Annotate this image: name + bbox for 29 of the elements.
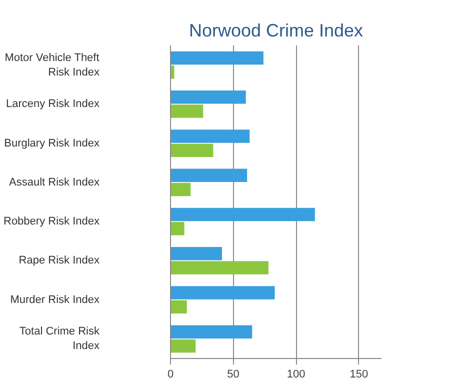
y-tick-label: Robbery Risk Index: [4, 216, 100, 228]
bar: [170, 65, 174, 79]
x-tick-label: 50: [227, 368, 240, 380]
y-tick-label: Motor Vehicle Theft Risk Index: [4, 52, 100, 78]
x-tick-label: 100: [286, 368, 306, 380]
bar: [170, 51, 264, 65]
bar: [170, 339, 196, 353]
bar: [170, 246, 222, 260]
y-tick-label: Assault Risk Index: [9, 176, 100, 188]
bar: [170, 182, 191, 196]
bar: [170, 130, 250, 143]
chart-title: Norwood Crime Index: [188, 20, 364, 40]
y-tick-label: Total Crime Risk Index: [19, 326, 100, 352]
x-tick-label: 0: [167, 368, 174, 380]
bar: [170, 144, 214, 158]
bar: [170, 168, 248, 182]
bar: [170, 90, 246, 104]
y-tick-label: Murder Risk Index: [10, 294, 100, 306]
bar: [170, 208, 315, 222]
bar: [170, 325, 252, 339]
y-tick-label: Burglary Risk Index: [4, 137, 100, 150]
x-tick-label: 150: [350, 368, 368, 380]
bar: [170, 104, 204, 118]
bar: [170, 222, 184, 236]
y-tick-label: Larceny Risk Index: [6, 98, 100, 110]
bar: [170, 261, 268, 274]
bar: [170, 300, 187, 314]
y-tick-label: Rape Risk Index: [18, 254, 100, 267]
bar: [170, 286, 275, 300]
